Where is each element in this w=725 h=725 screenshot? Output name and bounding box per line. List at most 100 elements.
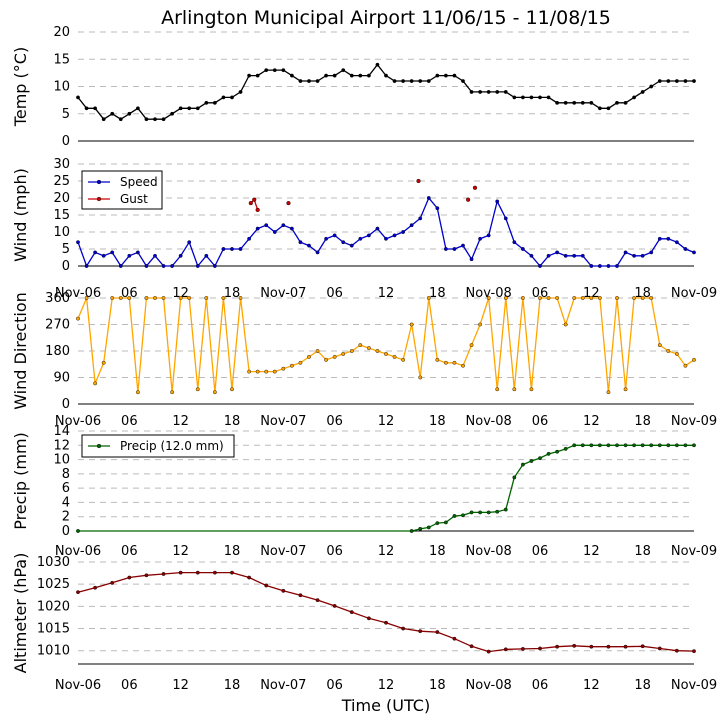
data-point: [486, 296, 491, 300]
data-point: [195, 570, 200, 575]
data-point: [118, 264, 123, 268]
data-point: [289, 226, 294, 231]
data-point: [307, 79, 311, 83]
data-point: [358, 343, 363, 348]
xtick-label-altimeter: Nov-06: [55, 678, 101, 693]
data-point: [657, 343, 662, 348]
data-point: [187, 106, 192, 111]
data-point: [546, 253, 551, 258]
data-point: [93, 106, 98, 111]
data-point: [255, 207, 260, 212]
data-point: [649, 296, 654, 300]
data-point: [426, 79, 431, 83]
xtick-label-wind: 06: [326, 286, 343, 301]
data-point: [358, 73, 363, 78]
data-point: [623, 443, 628, 448]
data-point: [401, 357, 406, 362]
data-point: [512, 95, 517, 100]
data-point: [640, 443, 645, 448]
data-point: [538, 264, 542, 268]
data-point: [452, 514, 457, 518]
data-point: [589, 296, 594, 300]
data-point: [418, 375, 423, 380]
data-point: [495, 199, 500, 204]
data-point: [221, 247, 226, 251]
data-point: [657, 443, 662, 448]
data-point: [230, 95, 234, 100]
data-point: [315, 79, 320, 83]
data-point: [666, 236, 671, 241]
data-point: [443, 520, 448, 525]
ytick-label-altimeter: 1025: [37, 577, 70, 592]
data-point: [469, 257, 474, 262]
xtick-label-wind: Nov-09: [671, 286, 717, 301]
xlabel: Time (UTC): [341, 696, 430, 715]
data-point: [118, 296, 123, 300]
xtick-label-wind: 18: [429, 286, 446, 301]
xtick-label-precip: Nov-09: [671, 544, 717, 559]
data-point: [298, 79, 303, 83]
data-point: [512, 475, 517, 480]
data-point: [486, 233, 491, 238]
data-point: [127, 111, 132, 116]
data-point: [692, 79, 696, 83]
data-point: [307, 354, 311, 359]
data-point: [674, 443, 679, 448]
data-point: [110, 250, 115, 255]
data-point: [161, 296, 166, 300]
legend-marker: [96, 443, 102, 449]
data-point: [640, 253, 645, 258]
data-point: [452, 73, 457, 78]
data-point: [178, 253, 183, 258]
data-point: [204, 100, 209, 105]
data-point: [589, 264, 594, 268]
data-point: [478, 90, 483, 94]
data-point: [187, 296, 192, 300]
legend-marker: [96, 179, 102, 185]
data-point: [341, 352, 346, 356]
data-point: [247, 236, 252, 241]
data-point: [281, 68, 286, 73]
legend-label: Precip (12.0 mm): [120, 439, 224, 453]
xtick-label-altimeter: 06: [532, 678, 549, 693]
xtick-label-altimeter: 12: [583, 678, 600, 693]
series-altimeter-altimeter: [76, 570, 696, 654]
xtick-label-winddir: Nov-06: [55, 414, 101, 429]
data-point: [195, 387, 200, 392]
data-point: [135, 250, 140, 255]
data-point: [416, 178, 421, 184]
data-point: [110, 296, 115, 300]
series-wind-gust: [248, 178, 478, 212]
xtick-label-altimeter: 06: [326, 678, 343, 693]
data-point: [409, 529, 414, 533]
data-point: [238, 296, 243, 300]
data-point: [375, 226, 380, 231]
data-point: [674, 648, 679, 653]
data-point: [674, 352, 679, 356]
data-point: [315, 250, 320, 255]
data-point: [503, 90, 508, 94]
data-point: [255, 73, 260, 78]
data-point: [127, 575, 132, 580]
data-point: [238, 90, 243, 94]
data-point: [435, 206, 440, 211]
data-point: [384, 73, 388, 78]
data-point: [597, 106, 602, 111]
panel-wind: 0 5 10 15 20 25 30 Nov-06 06 12 18 Nov-07 06 12 18 Nov-…: [11, 157, 717, 301]
data-point: [640, 90, 645, 94]
data-point: [692, 649, 696, 654]
data-point: [418, 79, 423, 83]
xtick-label-winddir: Nov-07: [260, 414, 306, 429]
data-point: [443, 360, 448, 365]
data-point: [84, 296, 89, 300]
data-point: [230, 387, 234, 392]
data-point: [221, 296, 226, 300]
data-point: [76, 529, 80, 533]
data-point: [674, 240, 679, 245]
data-point: [212, 264, 217, 268]
data-point: [615, 443, 619, 448]
data-point: [435, 73, 440, 78]
data-point: [597, 443, 602, 448]
data-point: [563, 253, 568, 258]
xtick-label-precip: Nov-07: [260, 544, 306, 559]
